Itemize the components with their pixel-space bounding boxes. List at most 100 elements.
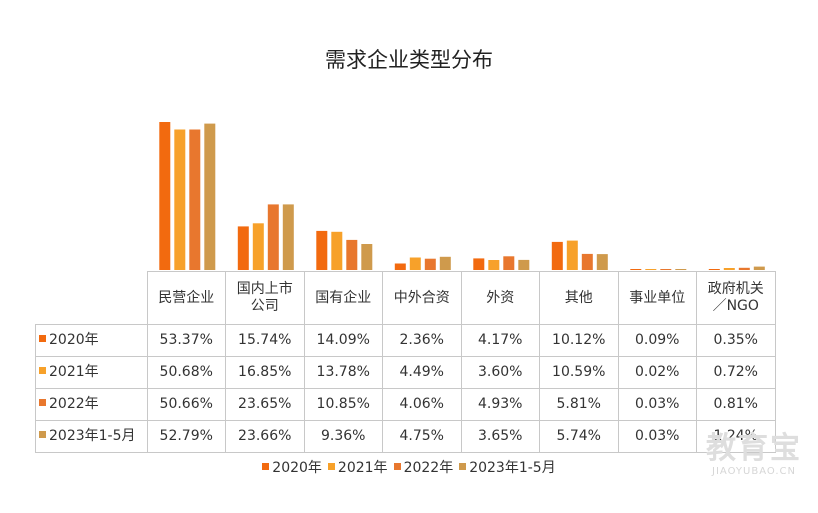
data-label: 0.35% [696,324,776,357]
bar-4-series-0 [473,258,485,270]
data-label: 15.74% [225,324,305,357]
legend-item-2022: 2022年 [393,460,453,476]
data-label: 13.78% [303,356,383,389]
series-swatch [39,335,46,342]
table-row: 2023年1-5月 52.79% 23.66% 9.36% 4.75% 3.65% 5.74… [35,420,776,453]
series-swatch [39,431,46,438]
data-label: 3.65% [460,420,540,453]
category-label-line: 国有企业 [315,289,372,306]
bar-1-series-0 [237,226,249,270]
bar-0-series-2 [189,129,201,270]
category-label: 外资 [460,271,540,325]
data-label: 10.59% [539,356,619,389]
series-row-header: 2022年 [35,388,148,421]
data-label: 3.60% [460,356,540,389]
bar-5-series-2 [581,253,593,270]
data-label: 4.17% [460,324,540,357]
legend-label: 2020年 [272,460,322,476]
bar-4-series-1 [488,260,500,270]
bar-1-series-3 [282,204,294,270]
data-label: 4.75% [382,420,462,453]
data-label: 0.03% [617,388,697,421]
bar-6-series-1 [645,269,657,270]
watermark-en: JIAOYUBAO.CN [712,466,796,477]
category-label-line: 事业单位 [629,289,686,306]
bar-3-series-2 [424,258,436,270]
data-label: 5.74% [539,420,619,453]
data-label: 9.36% [303,420,383,453]
series-name: 2022年 [49,396,99,412]
bar-0-series-3 [204,123,216,270]
category-label-line: 公司 [250,298,279,314]
data-label: 50.66% [146,388,226,421]
bar-5-series-3 [596,254,608,270]
category-label: 国有企业 [303,271,383,325]
data-label: 10.12% [539,324,619,357]
bar-5-series-1 [566,240,578,270]
bar-0-series-1 [174,129,186,270]
bar-3-series-0 [394,263,406,270]
category-label-line: ／NGO [712,298,759,314]
data-label: 2.36% [382,324,462,357]
data-label: 52.79% [146,420,226,453]
watermark-logo: 教育宝 JIAOYUBAO.CN [706,434,802,477]
series-swatch [39,399,46,406]
legend-swatch [327,463,335,470]
bar-3-series-1 [409,257,421,270]
legend-item-2021: 2021年 [327,460,388,476]
bar-7-series-1 [723,268,735,270]
series-name: 2023年1-5月 [49,428,136,444]
bar-plot-area [159,122,765,270]
category-label-line: 政府机关 [707,281,764,297]
data-label: 0.02% [617,356,697,389]
category-label: 事业单位 [617,271,697,325]
data-label: 23.65% [225,388,305,421]
data-label: 4.06% [382,388,462,421]
legend-item-2020: 2020年 [262,460,322,476]
bar-7-series-0 [708,269,720,270]
bar-2-series-0 [316,230,328,270]
category-label-line: 中外合资 [393,289,450,306]
table-corner-cell [35,271,148,325]
data-label: 0.72% [696,356,776,389]
legend-swatch [459,463,467,470]
bar-2-series-2 [346,239,358,270]
data-label: 0.09% [617,324,697,357]
bar-6-series-3 [675,269,687,270]
data-label: 14.09% [303,324,383,357]
bar-1-series-2 [267,204,279,270]
legend-label: 2021年 [337,460,388,476]
bar-6-series-2 [660,269,672,270]
category-label: 国内上市 公司 [225,271,305,325]
data-label: 5.81% [539,388,619,421]
bar-2-series-1 [331,231,343,270]
category-label-line: 外资 [486,289,515,306]
category-label-line: 国内上市 [236,281,293,297]
legend-swatch [262,463,270,470]
category-label: 中外合资 [382,271,462,325]
bar-7-series-2 [738,267,750,270]
bar-5-series-0 [551,241,563,270]
category-label-line: 民营企业 [158,289,215,306]
chart-title: 需求企业类型分布 [325,48,493,72]
category-label: 政府机关 ／NGO [696,271,776,325]
table-row: 2021年 50.68% 16.85% 13.78% 4.49% 3.60% 10.59% 0… [35,356,776,389]
bar-3-series-3 [439,256,451,270]
data-label: 4.49% [382,356,462,389]
data-label: 50.68% [146,356,226,389]
data-label: 1.24% [696,420,776,453]
bar-0-series-0 [159,122,171,270]
bar-7-series-3 [753,266,765,270]
series-name: 2021年 [49,364,99,380]
bar-4-series-2 [503,256,515,270]
data-label: 16.85% [225,356,305,389]
data-table: 民营企业 国内上市 公司 国有企业 中外合资 外资 其他 事业单位 政府机关 ／NGO 2020年 5… [35,271,776,453]
bar-1-series-1 [252,223,264,270]
bar-6-series-0 [630,269,642,270]
legend-label: 2023年1-5月 [469,460,556,476]
data-label: 0.81% [696,388,776,421]
data-label: 4.93% [460,388,540,421]
bar-4-series-3 [518,259,530,270]
series-row-header: 2020年 [35,324,148,357]
series-row-header: 2023年1-5月 [35,420,148,453]
